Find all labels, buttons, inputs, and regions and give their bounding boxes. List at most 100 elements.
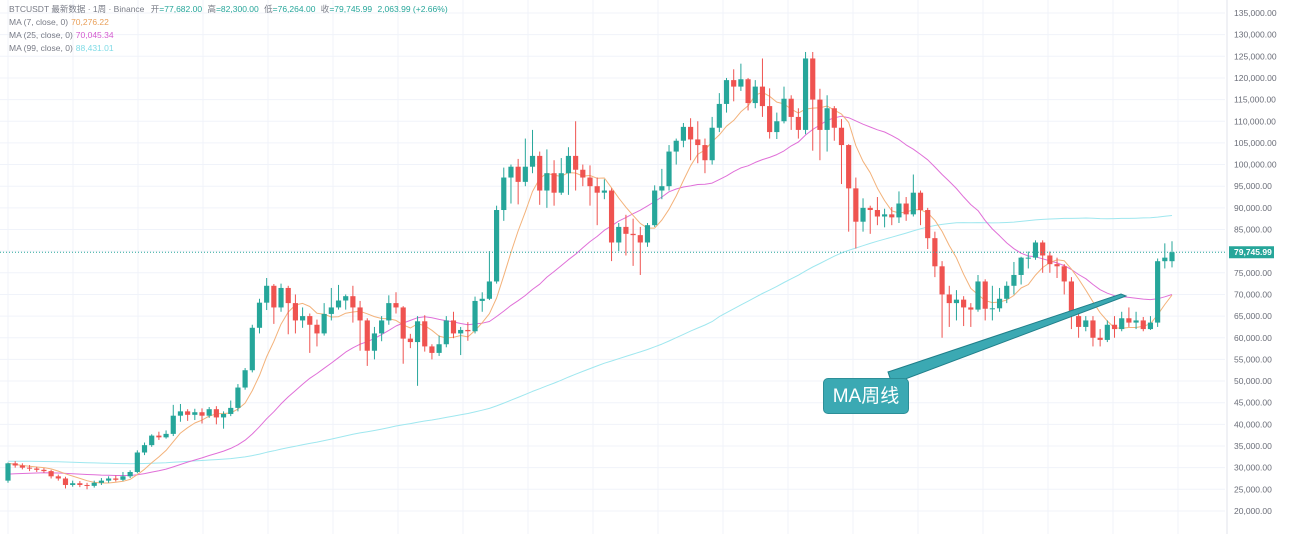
candle-body xyxy=(450,320,457,334)
price-tick-label: 110,000.00 xyxy=(1234,116,1276,126)
candle-body xyxy=(1162,257,1168,262)
candle-body xyxy=(393,303,399,308)
candle-body xyxy=(343,296,349,301)
candle-body xyxy=(1133,320,1139,323)
candle xyxy=(127,470,133,479)
candle xyxy=(465,322,471,341)
candle xyxy=(795,108,801,139)
candle xyxy=(774,112,780,140)
candle xyxy=(781,86,787,124)
candle-body xyxy=(486,281,492,299)
candle xyxy=(529,129,536,174)
ma99-value: 88,431.01 xyxy=(75,43,114,53)
candle-body xyxy=(228,407,234,414)
ma-weekly-callout[interactable]: MA周线 xyxy=(823,378,909,414)
candle xyxy=(666,145,672,191)
candle-body xyxy=(41,469,47,472)
candle-body xyxy=(996,298,1003,309)
candle-body xyxy=(529,155,536,167)
candle xyxy=(242,368,248,390)
candle xyxy=(652,185,658,227)
candle xyxy=(1068,277,1074,330)
candle-body xyxy=(896,203,902,218)
candle xyxy=(1104,320,1110,343)
candle xyxy=(120,471,126,482)
candle xyxy=(939,261,945,338)
candle xyxy=(817,88,823,161)
price-tick-label: 115,000.00 xyxy=(1234,95,1276,105)
candle xyxy=(853,177,859,249)
candle xyxy=(364,318,370,366)
candle xyxy=(1083,316,1089,332)
price-tick-label: 85,000.00 xyxy=(1234,225,1272,235)
candle-body xyxy=(680,126,686,141)
candle xyxy=(968,303,974,327)
candle-body xyxy=(781,98,787,122)
candle-body xyxy=(357,307,363,321)
candle-body xyxy=(975,281,981,310)
candle-body xyxy=(91,482,97,486)
candle xyxy=(1054,257,1060,278)
last-price-tag-text: 79,745.99 xyxy=(1234,247,1272,257)
candle xyxy=(587,165,593,206)
candle xyxy=(759,58,766,117)
candle-body xyxy=(314,324,320,334)
candle xyxy=(350,285,356,323)
close-label: 收 xyxy=(320,4,330,14)
candle xyxy=(458,326,464,356)
candle xyxy=(486,251,492,301)
candle-body xyxy=(1111,324,1118,330)
price-tick-label: 30,000.00 xyxy=(1234,463,1272,473)
price-tick-label: 55,000.00 xyxy=(1234,354,1272,364)
candle xyxy=(106,476,112,483)
candle-body xyxy=(644,225,651,243)
legend-ma7: MA (7, close, 0) 70,276.22 xyxy=(9,16,448,29)
candle-body xyxy=(608,190,615,243)
candle-body xyxy=(889,214,895,218)
change-value: 2,063.99 (+2.66%) xyxy=(377,4,448,14)
candle-body xyxy=(953,299,960,304)
price-axis[interactable]: 135,000.00 130,000.00 125,000.00 120,000.00… xyxy=(1226,0,1290,534)
candle xyxy=(264,277,270,311)
candle-body xyxy=(271,285,277,308)
candle xyxy=(450,311,457,339)
candle-body xyxy=(774,121,780,133)
candle xyxy=(192,408,198,421)
candle-body xyxy=(752,86,758,104)
candle xyxy=(1169,241,1175,268)
candle xyxy=(271,284,277,324)
candle xyxy=(874,197,880,226)
candle-body xyxy=(106,478,112,481)
candle xyxy=(522,138,528,187)
candle-body xyxy=(335,300,342,308)
candle-body xyxy=(716,103,722,128)
candle xyxy=(149,434,155,447)
candle xyxy=(386,295,392,325)
candle xyxy=(422,315,428,352)
candle xyxy=(594,177,600,226)
candle-body xyxy=(458,329,464,334)
candle-body xyxy=(824,108,830,130)
candle-body xyxy=(1047,255,1053,265)
candle xyxy=(1047,251,1053,273)
candle-body xyxy=(1147,322,1154,330)
candle-body xyxy=(515,166,521,182)
price-tick-label: 60,000.00 xyxy=(1234,333,1272,343)
candle xyxy=(62,476,69,489)
candle-body xyxy=(860,207,866,222)
candle xyxy=(494,205,500,284)
candle xyxy=(163,430,169,439)
candle-body xyxy=(831,108,837,128)
candle xyxy=(34,466,40,472)
symbol-header: BTCUSDT 最新数据 · 1周 · Binance xyxy=(9,4,145,14)
candle xyxy=(1097,329,1103,347)
candle-body xyxy=(925,210,931,239)
candle xyxy=(206,407,212,418)
price-tick-label: 135,000.00 xyxy=(1234,8,1277,18)
price-tick-label: 50,000.00 xyxy=(1234,376,1272,386)
price-tick-label: 130,000.00 xyxy=(1234,30,1277,40)
candle-body xyxy=(767,106,773,133)
candle-body xyxy=(917,192,924,211)
ma7-label: MA (7, close, 0) xyxy=(9,17,69,27)
